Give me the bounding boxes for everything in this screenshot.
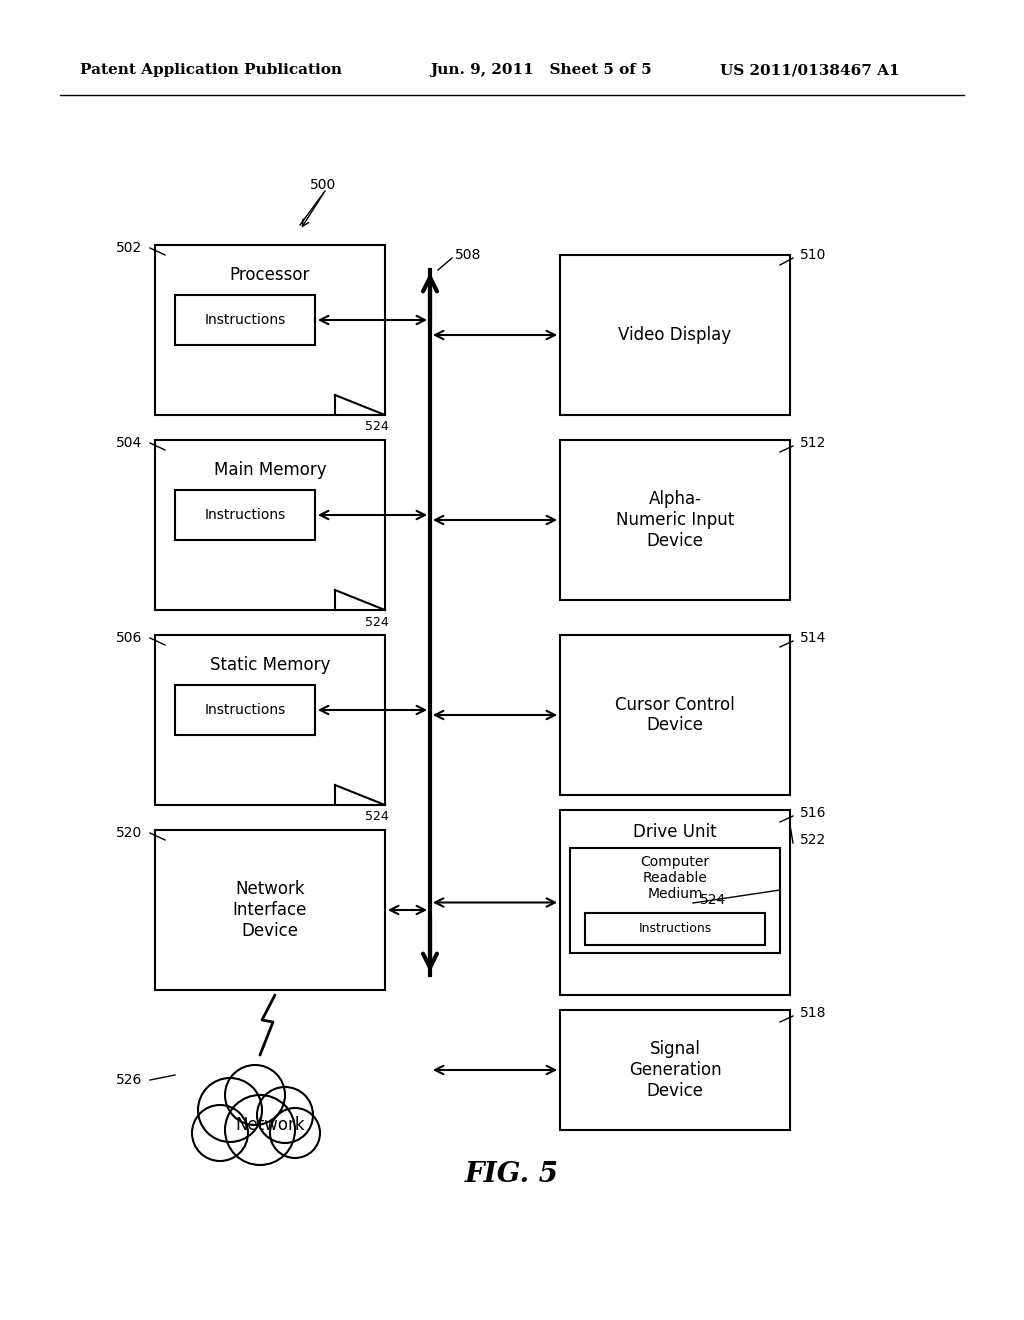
Bar (560, 440, 790, 601)
Text: 520: 520 (116, 826, 142, 840)
Bar (155, 440, 385, 610)
Circle shape (270, 1107, 319, 1158)
Text: US 2011/0138467 A1: US 2011/0138467 A1 (720, 63, 900, 77)
Bar (560, 635, 790, 795)
Circle shape (198, 1078, 262, 1142)
Text: 524: 524 (365, 810, 389, 824)
Bar (175, 685, 315, 735)
Circle shape (193, 1105, 248, 1162)
Bar (155, 635, 385, 805)
Text: 524: 524 (700, 894, 726, 907)
Text: 506: 506 (116, 631, 142, 645)
Text: Video Display: Video Display (618, 326, 731, 345)
Text: Patent Application Publication: Patent Application Publication (80, 63, 342, 77)
Text: Network
Interface
Device: Network Interface Device (232, 880, 307, 940)
Text: Network: Network (236, 1115, 305, 1134)
Bar (175, 490, 315, 540)
Text: Instructions: Instructions (205, 704, 286, 717)
Text: 514: 514 (800, 631, 826, 645)
Circle shape (225, 1096, 295, 1166)
Text: Instructions: Instructions (638, 923, 712, 936)
Text: Static Memory: Static Memory (210, 656, 330, 675)
Text: 526: 526 (116, 1073, 142, 1086)
Circle shape (225, 1065, 285, 1125)
Text: 508: 508 (455, 248, 481, 261)
Text: 516: 516 (800, 807, 826, 820)
Bar (570, 847, 780, 953)
Text: Instructions: Instructions (205, 508, 286, 521)
Bar (560, 810, 790, 995)
Text: 504: 504 (116, 436, 142, 450)
Text: Cursor Control
Device: Cursor Control Device (615, 696, 735, 734)
Text: Main Memory: Main Memory (214, 461, 327, 479)
Text: Drive Unit: Drive Unit (633, 822, 717, 841)
Bar (560, 255, 790, 414)
Text: 522: 522 (800, 833, 826, 847)
Text: 510: 510 (800, 248, 826, 261)
Text: FIG. 5: FIG. 5 (465, 1162, 559, 1188)
Text: 524: 524 (365, 421, 389, 433)
Text: Alpha-
Numeric Input
Device: Alpha- Numeric Input Device (615, 490, 734, 550)
Text: Instructions: Instructions (205, 313, 286, 327)
Text: Jun. 9, 2011   Sheet 5 of 5: Jun. 9, 2011 Sheet 5 of 5 (430, 63, 651, 77)
Bar (585, 913, 765, 945)
Text: 518: 518 (800, 1006, 826, 1020)
Text: 512: 512 (800, 436, 826, 450)
Text: Signal
Generation
Device: Signal Generation Device (629, 1040, 721, 1100)
Text: 524: 524 (365, 615, 389, 628)
Text: Processor: Processor (229, 267, 310, 284)
Bar (560, 1010, 790, 1130)
Bar (175, 294, 315, 345)
Bar (155, 830, 385, 990)
Bar (155, 246, 385, 414)
Text: Computer
Readable
Medium: Computer Readable Medium (640, 855, 710, 902)
Text: 500: 500 (310, 178, 336, 191)
Circle shape (257, 1086, 313, 1143)
Text: 502: 502 (116, 242, 142, 255)
